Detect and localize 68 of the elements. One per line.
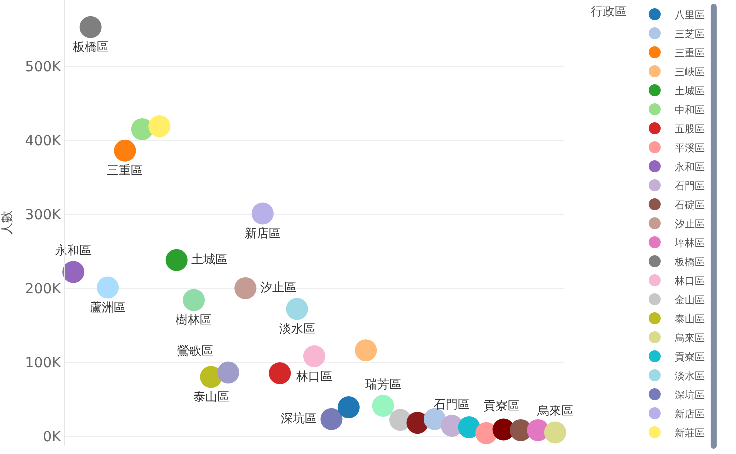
y-tick-label: 500K [25,59,62,76]
point [458,416,480,438]
text: 三重區 [107,164,144,178]
legend-label: 新莊區 [674,427,705,440]
point [217,362,240,384]
legend-label: 坪林區 [674,237,705,250]
legend-label: 淡水區 [674,370,705,382]
point [166,249,188,272]
point [544,422,566,444]
series-label: 瑞芳區 [365,377,402,392]
point [183,289,206,312]
legend-label: 五股區 [674,124,705,136]
legend-label: 三重區 [674,47,705,60]
series-label: 鶯歌區 [178,344,214,358]
legend-label: 深坑區 [674,389,705,402]
legend-label: 三芝區 [674,28,705,40]
point [62,261,85,284]
legend-title: 行政區 [590,4,627,19]
text: 深坑區 [280,411,317,426]
point [269,362,292,385]
text: 汐止區 [260,280,296,294]
legend-label: 石碇區 [674,199,705,212]
point [97,276,120,299]
text: 淡水區 [279,322,316,336]
point [304,346,326,368]
series-label: 蘆洲區 [90,300,126,314]
legend-label: 中和區 [674,104,705,116]
legend-label: 烏來區 [674,332,705,344]
legend-label: 板橋區 [674,256,705,268]
text: 貢寮區 [484,398,520,413]
point [320,408,343,430]
legend-label: 新店區 [674,408,705,420]
text: 林口區 [296,369,332,384]
legend-label: 土城區 [674,85,705,98]
text: 石門區 [434,397,470,412]
point [80,16,102,38]
legend-label: 平溪區 [674,142,705,154]
text: 土城區 [192,252,228,266]
legend-label: 石門區 [674,181,705,192]
legend-label: 泰山區 [674,313,705,326]
legend-label: 三峽區 [674,66,705,78]
y-axis-title: 人數 [0,211,14,235]
point [338,396,360,419]
text: 新店區 [244,226,281,240]
legend-label: 林口區 [674,275,705,288]
text: 烏來區 [537,404,574,418]
y-tick-label: 100K [25,355,62,372]
y-tick-label: 400K [25,133,62,150]
point [114,140,136,162]
point [234,277,257,300]
legend-label: 八里區 [674,10,705,22]
legend-label: 金山區 [674,294,705,306]
legend-label: 汐止區 [674,218,705,230]
point [286,298,308,320]
y-tick-label: 300K [25,207,62,224]
text: 板橋區 [72,40,109,54]
point [476,422,498,444]
y-tick-label: 0K [43,429,62,446]
point [355,340,378,362]
y-tick-label: 200K [25,281,62,298]
text: 泰山區 [193,390,230,404]
point [148,115,171,138]
legend-label: 永和區 [674,161,705,174]
point [252,202,274,225]
point [372,395,394,418]
legend-label: 貢寮區 [674,351,705,364]
point [424,408,446,430]
series-label: 樹林區 [176,313,212,328]
